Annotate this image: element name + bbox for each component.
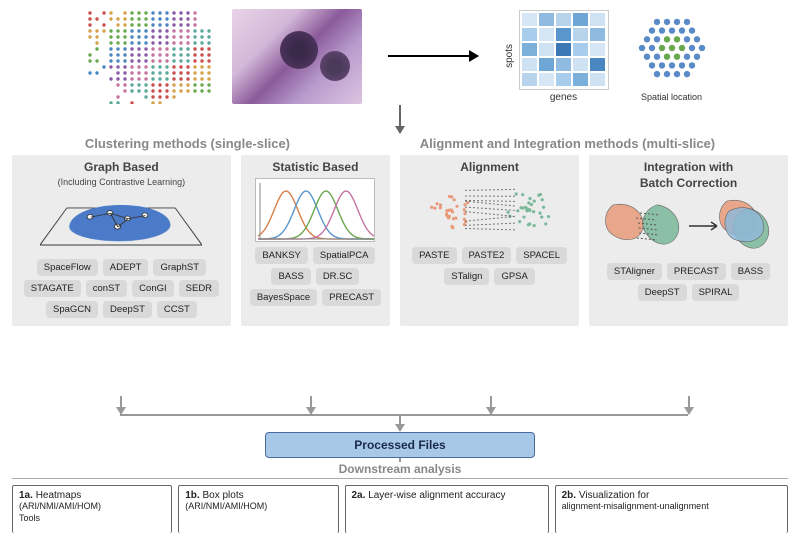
method-panels: Graph Based (Including Contrastive Learn… <box>0 151 800 332</box>
panel-integration: Integration with Batch Correction STAlig… <box>589 155 788 326</box>
hex-grid-viz <box>627 10 717 90</box>
box-title: Visualization for <box>579 490 649 501</box>
top-row: spots genes Spatial location <box>0 0 800 110</box>
box-title: Box plots <box>202 490 243 501</box>
method-pill: PRECAST <box>667 263 726 280</box>
graph-viz <box>18 189 225 255</box>
method-pill: conST <box>86 280 127 297</box>
arrow-down-icon <box>399 105 401 133</box>
panel-graph-based: Graph Based (Including Contrastive Learn… <box>12 155 231 326</box>
method-pill: PASTE2 <box>462 247 512 264</box>
spot-map-viz <box>84 9 214 104</box>
pill-group-integ: STAligner PRECAST BASS DeepST SPIRAL <box>595 263 782 301</box>
panel-title: Graph Based <box>84 161 159 175</box>
method-pill: GPSA <box>494 268 534 285</box>
connector-line <box>310 396 312 414</box>
spatial-location-label: Spatial location <box>627 92 717 102</box>
box-sub: (ARI/NMI/AMI/HOM) <box>19 501 165 511</box>
box-title: Heatmaps <box>36 490 82 501</box>
method-pill: DeepST <box>103 301 152 318</box>
box-sub: alignment-misalignment-unalignment <box>562 501 781 511</box>
pill-group-align: PASTE PASTE2SPACEL STalign GPSA <box>406 247 573 285</box>
box-sub2: Tools <box>19 513 165 523</box>
method-pill: STalign <box>444 268 489 285</box>
method-pill: ConGI <box>132 280 173 297</box>
panel-title: Statistic Based <box>272 161 358 175</box>
method-pill: GraphST <box>153 259 206 276</box>
method-pill: CCST <box>157 301 197 318</box>
arrow-right-icon <box>388 55 478 57</box>
heatmap-block: spots genes <box>504 10 609 103</box>
method-pill: SpaceFlow <box>37 259 98 276</box>
clustering-title: Clustering methods (single-slice) <box>85 136 290 151</box>
method-pill: STAligner <box>607 263 662 280</box>
method-pill: SPIRAL <box>692 284 740 301</box>
panel-title-l1: Integration with <box>644 161 733 175</box>
method-pill: STAGATE <box>24 280 81 297</box>
box-num: 1a. <box>19 490 33 501</box>
panel-title-l2: Batch Correction <box>640 177 737 191</box>
method-pill: PASTE <box>412 247 456 264</box>
method-pill: BASS <box>271 268 310 285</box>
pill-group-stat: BANKSY SpatialPCABASS DR.SC BayesSpace PRECA… <box>247 247 384 306</box>
heatmap-xlabel: genes <box>519 92 609 103</box>
heatmap-ylabel: spots <box>504 44 515 68</box>
downstream-box-1a: 1a. Heatmaps (ARI/NMI/AMI/HOM) Tools <box>12 485 172 533</box>
method-pill: BayesSpace <box>250 289 317 306</box>
alignment-viz <box>406 177 573 243</box>
box-num: 1b. <box>185 490 199 501</box>
panel-subtitle: (Including Contrastive Learning) <box>58 177 186 187</box>
method-pill: DR.SC <box>316 268 360 285</box>
panel-statistic-based: Statistic Based BANKSY SpatialPCABASS DR.S… <box>241 155 390 326</box>
panel-title: Alignment <box>460 161 519 175</box>
downstream-box-1b: 1b. Box plots (ARI/NMI/AMI/HOM) <box>178 485 338 533</box>
method-pill: SpatialPCA <box>313 247 376 264</box>
connector-line <box>688 396 690 414</box>
downstream-box-2a: 2a. Layer-wise alignment accuracy <box>345 485 549 533</box>
method-pill: SEDR <box>179 280 219 297</box>
section-titles: Clustering methods (single-slice) Alignm… <box>0 136 800 151</box>
connector-line <box>120 414 688 416</box>
connector-line <box>120 396 122 414</box>
method-pill: SpaGCN <box>46 301 98 318</box>
spatial-location-block: Spatial location <box>627 10 717 102</box>
processed-files-box: Processed Files <box>265 432 535 458</box>
heatmap-grid <box>519 10 609 90</box>
method-pill: SPACEL <box>516 247 567 264</box>
method-pill: DeepST <box>638 284 687 301</box>
method-pill: ADEPT <box>103 259 149 276</box>
box-sub: (ARI/NMI/AMI/HOM) <box>185 501 331 511</box>
box-num: 2b. <box>562 490 576 501</box>
statistic-viz <box>247 177 384 243</box>
alignment-integration-title: Alignment and Integration methods (multi… <box>420 136 715 151</box>
method-pill: PRECAST <box>322 289 381 306</box>
downstream-box-2b: 2b. Visualization for alignment-misalign… <box>555 485 788 533</box>
method-pill: BASS <box>731 263 770 280</box>
histology-image <box>232 9 362 104</box>
panel-alignment: Alignment PASTE PASTE2SPACEL STalign GPSA <box>400 155 579 326</box>
downstream-row: 1a. Heatmaps (ARI/NMI/AMI/HOM) Tools 1b.… <box>12 478 788 533</box>
connector-line <box>399 414 401 431</box>
box-title: Layer-wise alignment accuracy <box>368 490 505 501</box>
pill-group-graph: SpaceFlow ADEPTGraphST STAGATE conST ConGI SE… <box>18 259 225 318</box>
connector-line <box>490 396 492 414</box>
downstream-analysis-label: Downstream analysis <box>333 462 468 476</box>
method-pill: BANKSY <box>255 247 308 264</box>
integration-viz <box>595 193 782 259</box>
box-num: 2a. <box>352 490 366 501</box>
